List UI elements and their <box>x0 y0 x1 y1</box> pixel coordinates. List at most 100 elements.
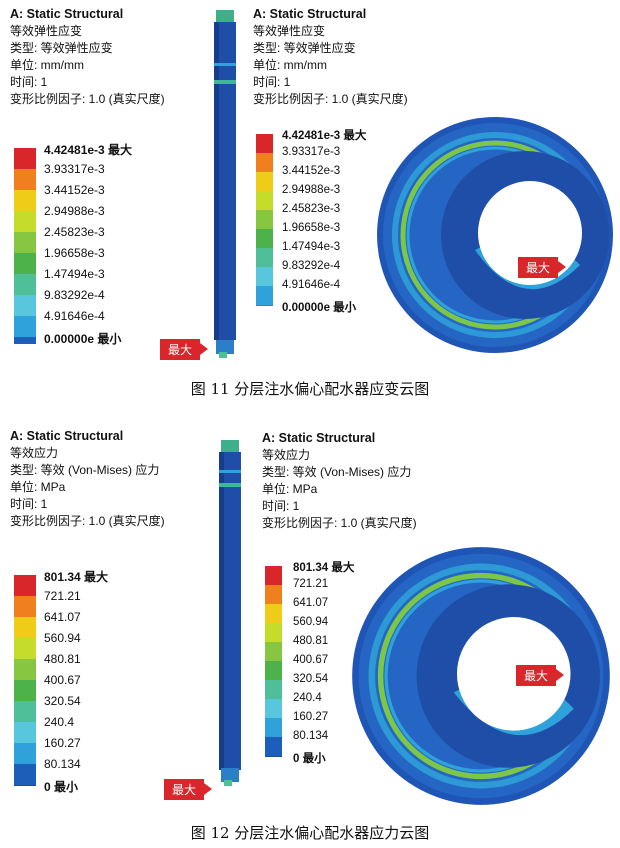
legend-swatch <box>265 604 282 624</box>
result-time: 时间: 1 <box>262 499 300 513</box>
legend-swatch <box>14 743 36 765</box>
analysis-title: A: Static Structural <box>10 429 124 443</box>
result-name: 等效应力 <box>10 446 59 460</box>
legend-label-min: 0 最小 <box>293 753 326 765</box>
fig11-ring-model <box>377 117 613 353</box>
legend-label: 721.21 <box>44 589 81 603</box>
result-name: 等效弹性应变 <box>10 24 83 38</box>
legend-label: 2.45823e-3 <box>44 225 105 239</box>
analysis-title: A: Static Structural <box>262 431 376 445</box>
result-unit: 单位: MPa <box>262 482 318 496</box>
legend-label: 4.42481e-3 最大 <box>282 130 367 142</box>
legend-swatch <box>256 172 273 192</box>
legend-swatch <box>256 210 273 230</box>
legend-label: 2.94988e-3 <box>282 184 341 196</box>
result-scale: 变形比例因子: 1.0 (真实尺度) <box>262 516 417 530</box>
legend-swatch <box>256 267 273 287</box>
analysis-title: A: Static Structural <box>253 7 367 21</box>
fig12-pipe-model <box>219 440 241 786</box>
legend-swatch <box>256 134 273 154</box>
result-type: 类型: 等效弹性应变 <box>10 41 113 55</box>
legend-label: 240.4 <box>44 715 75 729</box>
legend-swatch <box>14 316 36 338</box>
legend-swatch <box>14 274 36 296</box>
result-scale: 变形比例因子: 1.0 (真实尺度) <box>10 92 165 106</box>
legend-label: 400.67 <box>293 654 329 666</box>
legend-label-min: 0.00000e 最小 <box>282 302 357 314</box>
result-unit: 单位: mm/mm <box>10 58 84 72</box>
fig11-caption: 图 11 分层注水偏心配水器应变云图 <box>190 380 430 398</box>
legend-label: 3.93317e-3 <box>44 162 105 176</box>
legend-swatch <box>14 680 36 702</box>
result-time: 时间: 1 <box>253 75 291 89</box>
result-type: 类型: 等效 (Von-Mises) 应力 <box>262 465 412 479</box>
legend-swatch <box>14 232 36 254</box>
result-name: 等效应力 <box>262 448 311 462</box>
legend-swatch <box>256 229 273 249</box>
analysis-title: A: Static Structural <box>10 7 124 21</box>
legend-swatch <box>14 575 36 597</box>
legend-label: 801.34 最大 <box>44 570 109 584</box>
legend-swatch <box>14 148 36 170</box>
legend-label: 560.94 <box>293 616 329 628</box>
legend-swatch <box>256 248 273 268</box>
legend-label: 1.96658e-3 <box>44 246 105 260</box>
legend-label: 4.42481e-3 最大 <box>44 143 133 157</box>
legend-swatch <box>256 286 273 306</box>
fig11-left-info: A: Static Structural 等效弹性应变 类型: 等效弹性应变 单… <box>10 6 165 108</box>
legend-swatch <box>265 585 282 605</box>
legend-swatch <box>14 211 36 233</box>
legend-swatch <box>14 253 36 275</box>
legend-swatch <box>14 722 36 744</box>
legend-swatch <box>265 566 282 586</box>
legend-label: 3.44152e-3 <box>44 183 105 197</box>
fig11-right-max-tag: 最大 <box>518 257 567 278</box>
legend-label: 721.21 <box>293 578 329 590</box>
legend-label: 160.27 <box>44 736 81 750</box>
legend-label: 3.93317e-3 <box>282 146 341 158</box>
legend-swatch <box>265 699 282 719</box>
result-name: 等效弹性应变 <box>253 24 326 38</box>
legend-swatch <box>14 638 36 660</box>
legend-swatch <box>265 661 282 681</box>
result-unit: 单位: mm/mm <box>253 58 327 72</box>
legend-label: 641.07 <box>44 610 81 624</box>
legend-swatch <box>14 659 36 681</box>
fig12-caption: 图 12 分层注水偏心配水器应力云图 <box>190 824 430 842</box>
legend-swatch <box>14 596 36 618</box>
legend-swatch <box>14 764 36 786</box>
legend-swatch <box>265 718 282 738</box>
legend-label: 641.07 <box>293 597 329 609</box>
result-type: 类型: 等效弹性应变 <box>253 41 356 55</box>
legend-label: 240.4 <box>293 692 322 704</box>
result-time: 时间: 1 <box>10 75 48 89</box>
legend-swatch <box>14 190 36 212</box>
legend-swatch <box>14 295 36 317</box>
fig12-right-info: A: Static Structural 等效应力 类型: 等效 (Von-Mi… <box>262 430 417 532</box>
fig11-left-max-tag: 最大 <box>160 339 209 360</box>
legend-label: 9.83292e-4 <box>282 260 341 272</box>
legend-label: 160.27 <box>293 711 329 723</box>
legend-label: 801.34 最大 <box>293 562 355 574</box>
legend-swatch <box>14 169 36 191</box>
legend-label: 320.54 <box>293 673 329 685</box>
legend-label: 2.45823e-3 <box>282 203 341 215</box>
legend-label: 80.134 <box>293 730 329 742</box>
legend-label: 80.134 <box>44 757 81 771</box>
legend-label: 3.44152e-3 <box>282 165 341 177</box>
legend-label-min: 0.00000e 最小 <box>44 332 122 346</box>
fig12-right-max-tag: 最大 <box>516 665 565 686</box>
legend-label: 480.81 <box>44 652 81 666</box>
fig12-ring-model <box>352 547 610 805</box>
legend-swatch <box>265 642 282 662</box>
result-unit: 单位: MPa <box>10 480 66 494</box>
legend-label: 560.94 <box>44 631 81 645</box>
legend-label: 2.94988e-3 <box>44 204 105 218</box>
legend-swatch <box>265 623 282 643</box>
legend-swatch <box>14 617 36 639</box>
fig12-left-info: A: Static Structural 等效应力 类型: 等效 (Von-Mi… <box>10 428 165 530</box>
fig12-left-max-tag: 最大 <box>164 779 213 800</box>
legend-swatch <box>14 701 36 723</box>
legend-label: 1.47494e-3 <box>44 267 105 281</box>
legend-label: 1.96658e-3 <box>282 222 341 234</box>
